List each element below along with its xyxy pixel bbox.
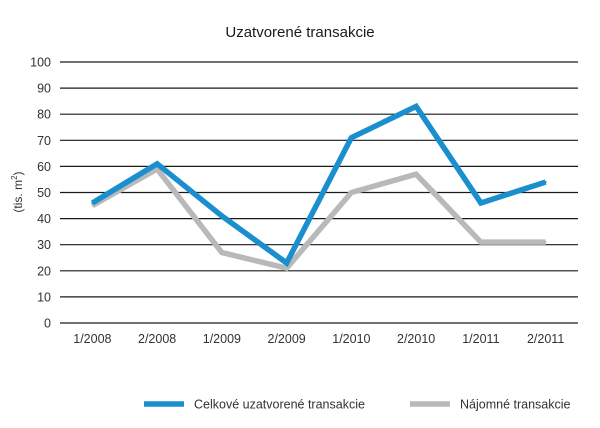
gridlines [60, 61, 578, 324]
data-point [91, 204, 94, 207]
y-axis-ticks: 0 10 20 30 40 50 60 70 80 90 100 [30, 56, 51, 331]
x-tick-label: 1/2010 [332, 332, 370, 346]
data-point [350, 136, 353, 139]
data-point [91, 201, 94, 204]
x-axis-ticks: 1/2008 2/2008 1/2009 2/2009 1/2010 2/2010 1/20… [73, 332, 564, 346]
data-point [156, 162, 159, 165]
y-axis-label: (tis. m2) [10, 171, 25, 212]
data-point [544, 181, 547, 184]
x-tick-label: 2/2010 [397, 332, 435, 346]
data-point [415, 173, 418, 176]
y-tick-label: 70 [37, 134, 51, 148]
series-line-0 [90, 102, 547, 268]
x-tick-label: 2/2009 [268, 332, 306, 346]
data-point [479, 241, 482, 244]
y-tick-label: 100 [30, 56, 51, 70]
y-tick-label: 40 [37, 212, 51, 226]
x-tick-label: 2/2008 [138, 332, 176, 346]
data-point [479, 201, 482, 204]
series-lines [90, 102, 547, 272]
data-point [220, 251, 223, 254]
y-tick-label: 0 [44, 317, 51, 331]
legend-label-0: Celkové uzatvorené transakcie [194, 398, 365, 412]
data-point [285, 267, 288, 270]
x-tick-label: 1/2011 [462, 332, 499, 346]
x-tick-label: 1/2009 [203, 332, 241, 346]
y-tick-label: 90 [37, 82, 51, 96]
legend-label-1: Nájomné transakcie [460, 398, 571, 412]
y-tick-label: 10 [37, 290, 51, 304]
y-tick-label: 20 [37, 264, 51, 278]
y-tick-label: 80 [37, 108, 51, 122]
series-line-1 [91, 165, 546, 272]
x-tick-label: 1/2008 [73, 332, 111, 346]
x-tick-label: 2/2011 [527, 332, 564, 346]
y-axis-label-sup: 2 [10, 175, 19, 180]
y-axis-label-close: ) [11, 171, 25, 175]
data-point [156, 168, 159, 171]
data-point [220, 214, 223, 217]
y-tick-label: 60 [37, 160, 51, 174]
y-tick-label: 50 [37, 186, 51, 200]
y-tick-label: 30 [37, 238, 51, 252]
y-axis-label-text: (tis. m [11, 180, 25, 213]
chart-title: Uzatvorené transakcie [225, 24, 374, 41]
legend: Celkové uzatvorené transakcie Nájomné tra… [144, 398, 571, 412]
data-point [285, 261, 288, 264]
data-point [544, 241, 547, 244]
data-point [415, 105, 418, 108]
data-point [350, 191, 353, 194]
